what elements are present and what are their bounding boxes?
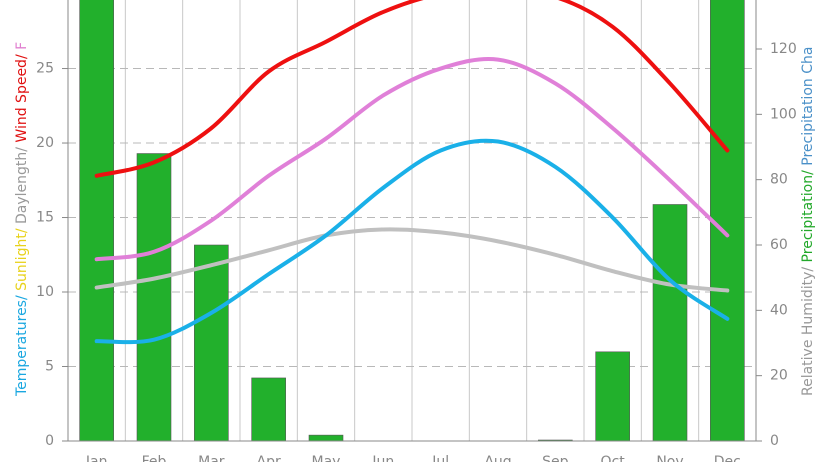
- x-tick-label: May: [312, 454, 341, 462]
- axis-title-part: Temperatures/: [14, 291, 30, 397]
- y2-tick-label: 100: [770, 106, 797, 122]
- bar: [652, 204, 688, 442]
- axis-title-part: Precipitation Cha: [800, 47, 816, 166]
- x-tick-label: Jul: [431, 454, 449, 462]
- bar: [194, 244, 229, 442]
- y2-tick-label: 40: [770, 302, 788, 318]
- axis-title-part: Daylength/: [14, 143, 30, 224]
- line: [94, 138, 730, 345]
- y-tick-label: 20: [36, 135, 54, 151]
- x-tick-label: Feb: [142, 454, 167, 462]
- y2-tick-label: 0: [770, 433, 779, 449]
- x-tick-label: Dec: [714, 454, 741, 462]
- y2-tick-label: 60: [770, 237, 788, 253]
- y2-tick-label: 20: [770, 368, 788, 384]
- x-tick-label: Apr: [257, 454, 281, 462]
- bar: [251, 377, 286, 442]
- x-tick-label: Jun: [371, 454, 394, 462]
- axes: 0 5 10 15 20 25 0 20 40 60 80 100 120 Jan Feb Mar Apr May…: [14, 0, 816, 462]
- bar: [308, 434, 344, 442]
- bar: [136, 153, 172, 442]
- y-tick-label: 25: [36, 61, 54, 77]
- plot-area: [79, 0, 745, 442]
- x-tick-label: Aug: [484, 454, 511, 462]
- axis-title-part: Sunlight/: [14, 224, 30, 291]
- y-tick-label: 15: [36, 210, 54, 226]
- axis-title-part: Relative Humidity/: [800, 262, 816, 396]
- x-tick-label: Nov: [656, 454, 683, 462]
- x-tick-label: Sep: [542, 454, 569, 462]
- axis-title-part: F: [14, 42, 30, 50]
- y2-tick-label: 120: [770, 41, 797, 57]
- y2-tick-label: 80: [770, 172, 788, 188]
- y-tick-label: 10: [36, 284, 54, 300]
- x-tick-label: Jan: [85, 454, 108, 462]
- line: [94, 0, 730, 178]
- axis-title-part: Precipitation/: [800, 166, 816, 263]
- y-tick-label: 5: [45, 359, 54, 375]
- bar: [710, 0, 745, 442]
- bar: [79, 0, 114, 442]
- axis-title-part: Wind Speed/: [14, 50, 30, 143]
- y-tick-label: 0: [45, 433, 54, 449]
- y2-axis-title: Relative Humidity/ Precipitation/ Precip…: [800, 47, 816, 396]
- x-tick-label: Oct: [601, 454, 626, 462]
- x-tick-label: Mar: [198, 454, 225, 462]
- line: [94, 227, 730, 293]
- line: [94, 57, 730, 262]
- y-axis-title: Temperatures/ Sunlight/ Daylength/ Wind …: [14, 42, 30, 397]
- bar: [595, 351, 630, 442]
